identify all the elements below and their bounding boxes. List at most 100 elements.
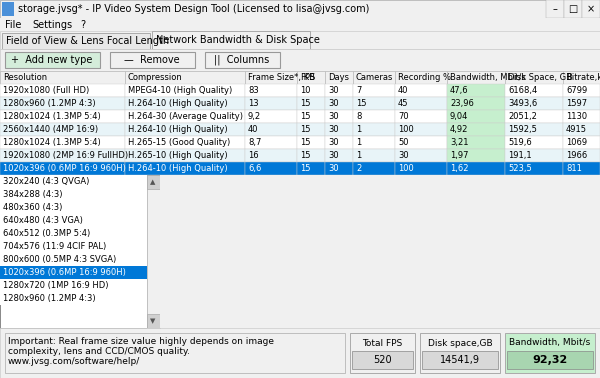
Text: 2560x1440 (4MP 16:9): 2560x1440 (4MP 16:9)	[3, 125, 98, 134]
Text: 6,6: 6,6	[248, 164, 262, 173]
Bar	[353, 84, 395, 97]
Bar	[422, 351, 498, 369]
Text: 1,97: 1,97	[450, 151, 469, 160]
Bar	[0, 162, 125, 175]
Bar	[325, 84, 353, 97]
Bar	[0, 31, 600, 49]
Text: Total FPS: Total FPS	[362, 339, 403, 347]
Bar	[0, 136, 125, 149]
Bar	[125, 149, 245, 162]
Text: H.265-15 (Good Quality): H.265-15 (Good Quality)	[128, 138, 230, 147]
Text: 30: 30	[328, 86, 338, 95]
Bar	[582, 0, 600, 18]
Text: 6799: 6799	[566, 86, 587, 95]
Text: □: □	[568, 4, 578, 14]
Bar	[447, 136, 505, 149]
Text: ×: ×	[587, 4, 595, 14]
Text: 15: 15	[356, 99, 367, 108]
Bar	[0, 84, 125, 97]
Text: storage.jvsg* - IP Video System Design Tool (Licensed to lisa@jvsg.com): storage.jvsg* - IP Video System Design T…	[18, 4, 370, 14]
Text: 10: 10	[300, 86, 311, 95]
Bar	[325, 97, 353, 110]
Bar	[0, 97, 125, 110]
Bar	[353, 149, 395, 162]
Text: H.265-10 (High Quality): H.265-10 (High Quality)	[128, 151, 227, 160]
Text: 1280x1024 (1.3MP 5:4): 1280x1024 (1.3MP 5:4)	[3, 112, 101, 121]
Text: 30: 30	[398, 151, 409, 160]
Bar	[563, 149, 600, 162]
Text: 40: 40	[248, 125, 259, 134]
Text: 13: 13	[248, 99, 259, 108]
Text: 30: 30	[328, 125, 338, 134]
Text: Field of View & Lens Focal Length: Field of View & Lens Focal Length	[6, 36, 169, 46]
Bar	[125, 71, 245, 84]
Bar	[0, 149, 125, 162]
Bar	[245, 97, 297, 110]
Bar	[147, 314, 160, 328]
Bar	[353, 162, 395, 175]
Bar	[0, 175, 160, 328]
Bar	[395, 136, 447, 149]
Bar	[147, 175, 160, 328]
Text: complexity, lens and CCD/CMOS quality.: complexity, lens and CCD/CMOS quality.	[8, 347, 190, 355]
Bar	[353, 136, 395, 149]
Bar	[353, 110, 395, 123]
Bar	[297, 84, 325, 97]
Text: Important: Real frame size value highly depends on image: Important: Real frame size value highly …	[8, 336, 274, 345]
Bar	[297, 123, 325, 136]
Bar	[505, 333, 595, 373]
Text: 15: 15	[300, 151, 311, 160]
Bar	[546, 0, 564, 18]
Bar	[447, 162, 505, 175]
Text: 15: 15	[300, 164, 311, 173]
Text: www.jvsg.com/software/help/: www.jvsg.com/software/help/	[8, 356, 140, 366]
Bar	[395, 123, 447, 136]
Bar	[0, 123, 125, 136]
Text: H.264-10 (High Quality): H.264-10 (High Quality)	[128, 99, 227, 108]
Text: 1920x1080 (2MP 16:9 FullHD): 1920x1080 (2MP 16:9 FullHD)	[3, 151, 128, 160]
Text: 1966: 1966	[566, 151, 587, 160]
Bar	[245, 162, 297, 175]
Bar	[505, 162, 563, 175]
Text: 640x512 (0.3MP 5:4): 640x512 (0.3MP 5:4)	[3, 229, 90, 238]
Bar	[325, 110, 353, 123]
Bar	[395, 71, 447, 84]
Bar	[447, 84, 505, 97]
Bar	[505, 136, 563, 149]
Text: –: –	[553, 4, 557, 14]
Text: H.264-10 (High Quality): H.264-10 (High Quality)	[128, 164, 227, 173]
Bar	[564, 0, 582, 18]
Text: Settings: Settings	[32, 20, 72, 29]
Text: 1280x960 (1.2MP 4:3): 1280x960 (1.2MP 4:3)	[3, 294, 95, 303]
Text: 1: 1	[356, 138, 361, 147]
Text: 40: 40	[398, 86, 409, 95]
Bar	[505, 84, 563, 97]
Text: H.264-10 (High Quality): H.264-10 (High Quality)	[128, 125, 227, 134]
Text: 83: 83	[248, 86, 259, 95]
Text: Bandwidth, Mbit/s: Bandwidth, Mbit/s	[509, 339, 590, 347]
Bar	[325, 136, 353, 149]
Text: 7: 7	[356, 86, 361, 95]
Bar	[2, 33, 150, 49]
Bar	[0, 49, 600, 71]
Bar	[5, 333, 345, 373]
Text: 4915: 4915	[566, 125, 587, 134]
Bar	[395, 110, 447, 123]
Bar	[160, 175, 600, 328]
Text: 30: 30	[328, 151, 338, 160]
Text: 4,92: 4,92	[450, 125, 469, 134]
Bar	[297, 71, 325, 84]
Text: 14541,9: 14541,9	[440, 355, 480, 365]
Text: FPS: FPS	[300, 73, 315, 82]
Text: 9,2: 9,2	[248, 112, 261, 121]
Bar	[395, 149, 447, 162]
Bar	[147, 175, 160, 189]
Text: 30: 30	[328, 164, 338, 173]
Bar	[245, 123, 297, 136]
Text: 15: 15	[300, 138, 311, 147]
Bar	[447, 97, 505, 110]
Text: Cameras: Cameras	[356, 73, 394, 82]
Bar	[395, 162, 447, 175]
Text: 9,04: 9,04	[450, 112, 469, 121]
Text: 1: 1	[356, 151, 361, 160]
